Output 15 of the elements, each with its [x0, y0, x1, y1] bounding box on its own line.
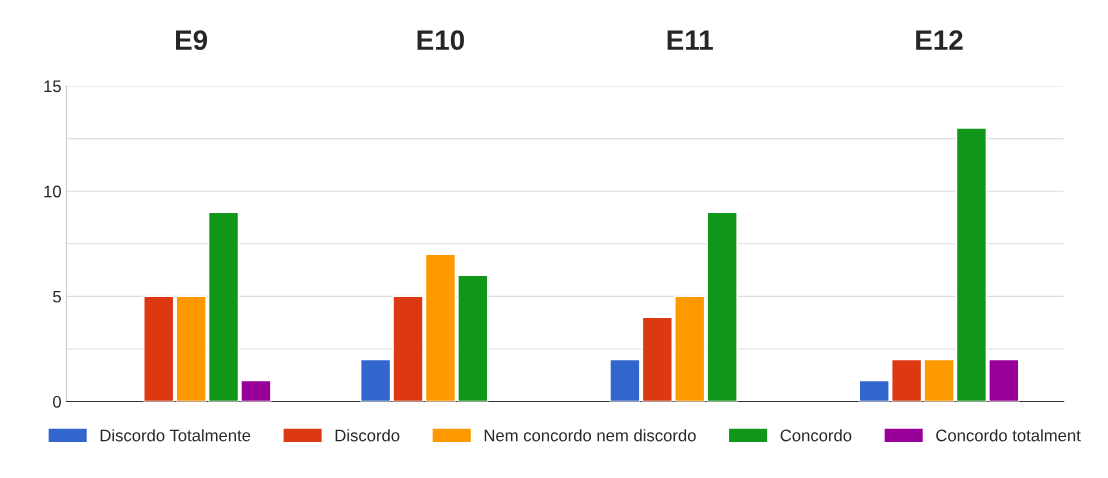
y-tick-label: 0	[53, 395, 61, 408]
legend-label: Concordo totalment	[936, 429, 1081, 442]
legend-label: Concordo	[780, 429, 852, 442]
x-tick-label: E10	[417, 30, 464, 50]
x-tick-label: E12	[916, 30, 963, 50]
legend-label: Nem concordo nem discordo	[484, 429, 696, 442]
bar	[706, 211, 738, 402]
x-tick-label: E11	[667, 30, 713, 50]
legend-label: Discordo	[335, 429, 400, 442]
y-tick-label: 15	[44, 80, 61, 93]
bar	[143, 295, 175, 402]
x-tick-label: E9	[176, 30, 208, 50]
y-tick-label: 10	[44, 185, 61, 198]
legend-label: Discordo Totalmente	[100, 429, 251, 442]
y-tick-label: 5	[53, 290, 61, 303]
